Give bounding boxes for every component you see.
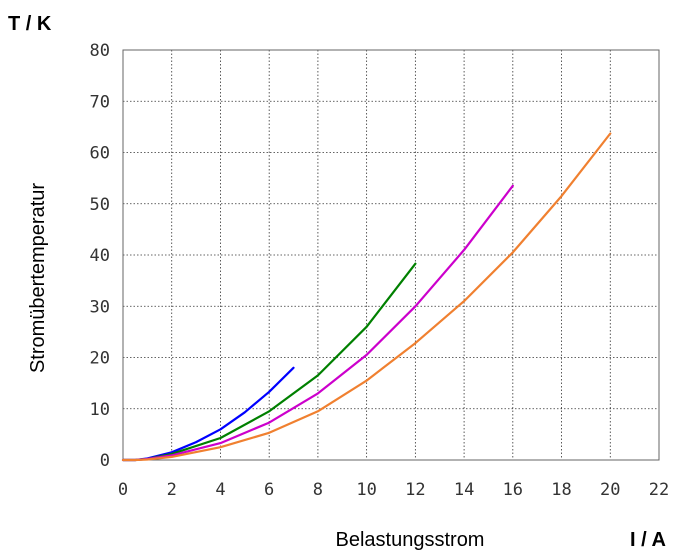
grid [122, 49, 660, 461]
x-unit-label: I / A [630, 529, 666, 551]
x-tick-label-1: 2 [167, 480, 177, 500]
x-tick-label-10: 20 [600, 480, 620, 500]
x-tick-label-4: 8 [313, 480, 323, 500]
y-tick-labels: 0 10 20 30 40 50 60 70 80 [90, 41, 110, 471]
y-tick-label-8: 80 [90, 41, 110, 61]
x-tick-label-6: 12 [405, 480, 425, 500]
y-tick-label-3: 30 [90, 297, 110, 317]
x-tick-label-9: 18 [551, 480, 571, 500]
y-tick-label-1: 10 [90, 400, 110, 420]
y-unit-label: T / K [8, 13, 52, 35]
y-tick-label-4: 40 [90, 246, 110, 266]
plot-frame [122, 49, 660, 461]
x-tick-label-8: 16 [503, 480, 523, 500]
series-line-4 [121, 132, 612, 462]
x-tick-label-3: 6 [264, 480, 274, 500]
y-tick-label-6: 60 [90, 144, 110, 164]
x-tick-label-11: 22 [649, 480, 669, 500]
x-tick-label-2: 4 [215, 480, 225, 500]
x-tick-label-0: 0 [118, 480, 128, 500]
x-axis-label: Belastungsstrom [336, 529, 485, 551]
series-group [121, 132, 612, 462]
x-tick-labels: 0 2 4 6 8 10 12 14 16 18 20 22 [118, 480, 669, 500]
y-tick-label-2: 20 [90, 349, 110, 369]
y-axis-label: Stromübertemperatur [27, 183, 49, 373]
x-tick-label-5: 10 [356, 480, 376, 500]
y-tick-label-0: 0 [100, 451, 110, 471]
y-tick-label-5: 50 [90, 195, 110, 215]
y-tick-label-7: 70 [90, 92, 110, 112]
x-tick-label-7: 14 [454, 480, 474, 500]
